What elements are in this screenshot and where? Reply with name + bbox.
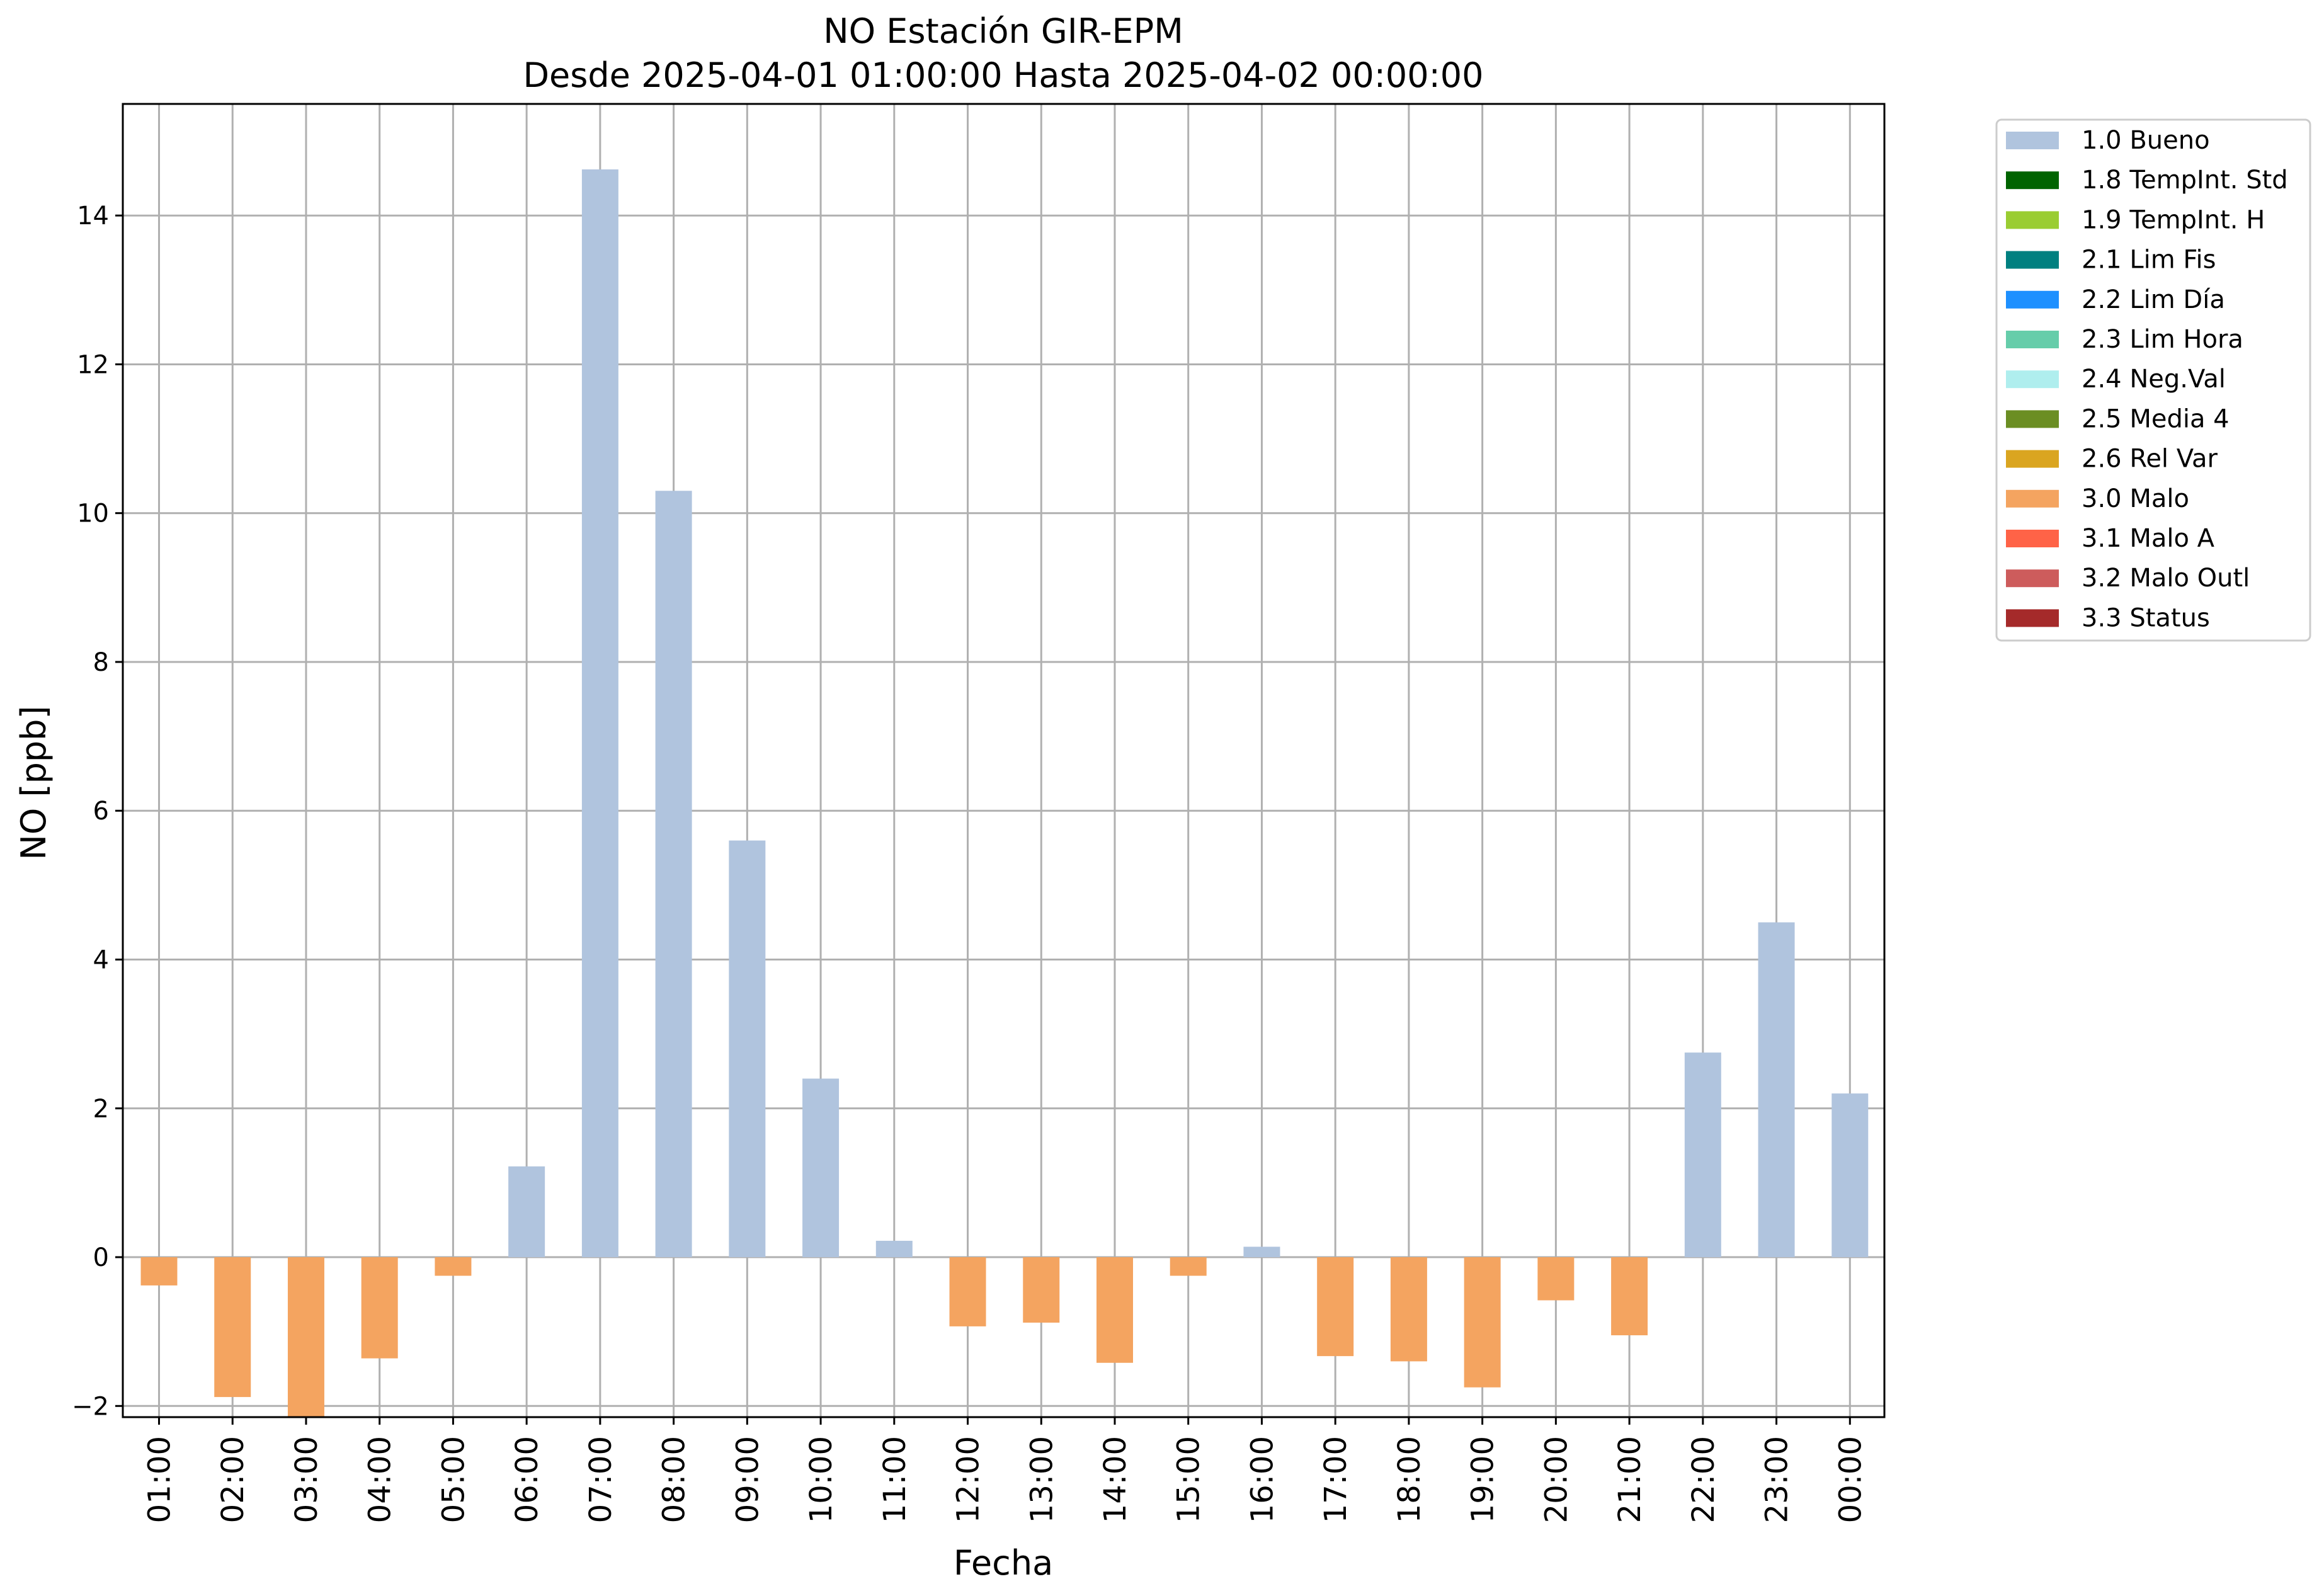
legend-swatch xyxy=(2006,609,2059,627)
bar xyxy=(1170,1257,1207,1276)
x-tick-label: 20:00 xyxy=(1539,1436,1574,1523)
legend: 1.0 Bueno 1.8 TempInt. Std 1.9 TempInt. H 2… xyxy=(1995,118,2311,642)
legend-label: 2.3 Lim Hora xyxy=(2082,325,2243,354)
legend-swatch xyxy=(2006,450,2059,468)
x-tick-label: 21:00 xyxy=(1612,1436,1648,1523)
x-tick-label: 07:00 xyxy=(583,1436,618,1523)
bar xyxy=(1317,1257,1354,1357)
x-tick-label: 17:00 xyxy=(1318,1436,1353,1523)
x-tick-label: 03:00 xyxy=(289,1436,324,1523)
legend-swatch xyxy=(2006,132,2059,149)
y-tick-label: −2 xyxy=(72,1392,109,1421)
bar xyxy=(1537,1257,1575,1301)
x-tick-label: 23:00 xyxy=(1760,1436,1795,1523)
x-tick-label: 22:00 xyxy=(1686,1436,1721,1523)
legend-label: 3.3 Status xyxy=(2082,603,2210,632)
bar xyxy=(802,1078,840,1258)
legend-label: 1.0 Bueno xyxy=(2082,126,2210,155)
legend-label: 2.2 Lim Día xyxy=(2082,285,2225,314)
bar xyxy=(287,1257,324,1417)
legend-frame xyxy=(1995,118,2311,642)
legend-swatch xyxy=(2006,569,2059,588)
bar xyxy=(1611,1257,1648,1336)
bar xyxy=(1758,922,1795,1258)
bar xyxy=(729,840,766,1258)
bar xyxy=(140,1257,178,1285)
bar xyxy=(655,491,692,1258)
legend-label: 3.2 Malo Outl xyxy=(2082,564,2250,593)
legend-swatch xyxy=(2006,171,2059,190)
legend-label: 1.8 TempInt. Std xyxy=(2082,166,2288,195)
legend-label: 1.9 TempInt. H xyxy=(2082,205,2265,234)
legend-swatch xyxy=(2006,290,2059,309)
bar xyxy=(875,1241,913,1258)
x-tick-label: 15:00 xyxy=(1171,1436,1207,1523)
legend-label: 2.1 Lim Fis xyxy=(2082,246,2216,275)
y-tick-label: 6 xyxy=(93,797,109,826)
legend-label: 3.0 Malo xyxy=(2082,484,2189,513)
y-tick-label: 12 xyxy=(77,350,109,379)
x-tick-label: 19:00 xyxy=(1466,1436,1501,1523)
x-tick-label: 01:00 xyxy=(142,1436,178,1523)
x-tick-label: 14:00 xyxy=(1098,1436,1133,1523)
legend-swatch xyxy=(2006,530,2059,547)
y-tick-label: 14 xyxy=(77,202,109,231)
x-tick-label: 11:00 xyxy=(877,1436,913,1523)
x-tick-label: 16:00 xyxy=(1245,1436,1280,1523)
bar xyxy=(1684,1052,1721,1258)
bar xyxy=(214,1257,251,1398)
y-tick-label: 8 xyxy=(93,648,109,677)
legend-swatch xyxy=(2006,251,2059,269)
bar xyxy=(361,1257,398,1359)
y-tick-label: 10 xyxy=(77,499,109,528)
x-tick-label: 18:00 xyxy=(1392,1436,1427,1523)
bar xyxy=(1390,1257,1427,1362)
x-tick-label: 13:00 xyxy=(1024,1436,1059,1523)
x-axis-label: Fecha xyxy=(954,1543,1053,1583)
x-tick-label: 10:00 xyxy=(804,1436,839,1523)
y-tick-label: 4 xyxy=(93,945,109,974)
bar xyxy=(949,1257,986,1326)
y-axis-label: NO [ppb] xyxy=(14,705,54,860)
x-tick-label: 09:00 xyxy=(730,1436,765,1523)
plot-frame xyxy=(122,103,1886,1418)
x-tick-label: 04:00 xyxy=(363,1436,398,1523)
chart-title: NO Estación GIR-EPM xyxy=(823,11,1183,51)
x-tick-label: 08:00 xyxy=(657,1436,692,1523)
x-tick-label: 12:00 xyxy=(951,1436,986,1523)
bar xyxy=(1464,1257,1501,1388)
bar xyxy=(508,1166,545,1258)
bar xyxy=(1243,1246,1280,1258)
y-tick-label: 2 xyxy=(93,1095,109,1124)
legend-swatch xyxy=(2006,331,2059,348)
legend-swatch xyxy=(2006,211,2059,229)
x-tick-label: 00:00 xyxy=(1833,1436,1868,1523)
legend-swatch xyxy=(2006,489,2059,508)
grid-layer xyxy=(123,104,1884,1417)
chart-subtitle: Desde 2025-04-01 01:00:00 Hasta 2025-04-… xyxy=(523,55,1483,95)
legend-label: 3.1 Malo A xyxy=(2082,524,2215,553)
ticks-layer: −2 0 2 4 6 8 10 12 14 01:00 02:00 03:00 04:00 05:00 06… xyxy=(72,202,1868,1523)
x-tick-label: 02:00 xyxy=(215,1436,251,1523)
legend-swatch xyxy=(2006,370,2059,389)
legend-swatch xyxy=(2006,410,2059,428)
legend-label: 2.4 Neg.Val xyxy=(2082,365,2226,394)
bars-layer xyxy=(140,169,1869,1417)
x-tick-label: 06:00 xyxy=(510,1436,545,1523)
y-tick-label: 0 xyxy=(93,1243,109,1272)
bar xyxy=(1831,1093,1869,1258)
x-tick-label: 05:00 xyxy=(436,1436,471,1523)
bar xyxy=(1023,1257,1060,1323)
bar xyxy=(581,169,618,1258)
bar xyxy=(1096,1257,1133,1363)
legend-label: 2.6 Rel Var xyxy=(2082,445,2218,474)
bar xyxy=(435,1257,472,1276)
legend-items: 1.0 Bueno 1.8 TempInt. Std 1.9 TempInt. H 2… xyxy=(2006,126,2288,632)
legend-label: 2.5 Media 4 xyxy=(2082,404,2230,433)
